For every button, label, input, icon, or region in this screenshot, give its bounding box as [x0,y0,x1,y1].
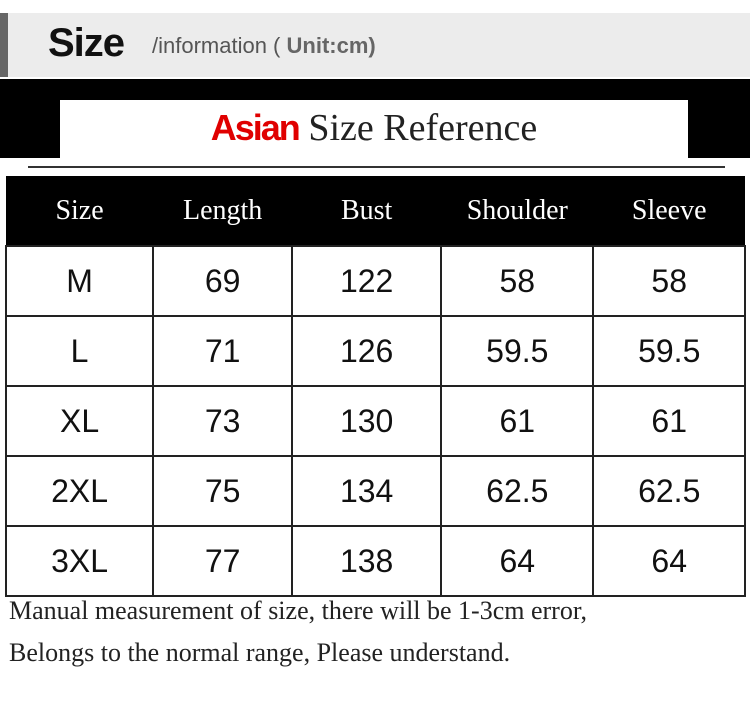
table-cell: 59.5 [592,315,746,387]
table-row: L 71 126 59.5 59.5 [4,315,746,387]
table-cell: 62.5 [592,455,746,527]
table-cell: 64 [440,525,595,597]
table-cell: 69 [152,245,294,317]
column-header: Shoulder [441,176,594,246]
table-cell: 62.5 [440,455,595,527]
table-cell: XL [4,385,155,457]
footer-note-1: Manual measurement of size, there will b… [9,596,587,625]
table-cell: 64 [592,525,746,597]
column-header: Length [153,176,293,246]
table-cell: 73 [152,385,294,457]
table-cell: 77 [152,525,294,597]
table-cell: L [4,315,155,387]
table-cell: 71 [152,315,294,387]
header-bar: Size /information ( Unit:cm) [0,13,750,77]
column-header: Size [6,176,154,246]
header-accent [0,13,8,77]
unit-text: Unit:cm) [286,33,376,58]
table-cell: 75 [152,455,294,527]
banner-box: Asian Size Reference [60,100,688,158]
table-cell: 58 [592,245,746,317]
table-cell: 61 [592,385,746,457]
table-cell: 61 [440,385,595,457]
size-table: Size Length Bust Shoulder Sleeve M 69 122 58 58 L… [4,176,746,597]
column-header: Sleeve [593,176,745,246]
subtitle-text: /information ( [152,33,281,58]
table-cell: 126 [291,315,443,387]
table-cell: M [4,245,155,317]
table-row: 2XL 75 134 62.5 62.5 [4,455,746,527]
table-cell: 3XL [4,525,155,597]
table-cell: 58 [440,245,595,317]
column-header: Bust [292,176,442,246]
table-cell: 130 [291,385,443,457]
table-cell: 134 [291,455,443,527]
divider [28,166,725,168]
banner-title: Size Reference [308,107,538,149]
table-cell: 122 [291,245,443,317]
table-row: M 69 122 58 58 [4,245,746,317]
table-row: XL 73 130 61 61 [4,385,746,457]
header-title: Size [48,21,125,65]
table-cell: 2XL [4,455,155,527]
table-cell: 138 [291,525,443,597]
table-cell: 59.5 [440,315,595,387]
header-subtitle: /information ( Unit:cm) [152,33,376,59]
banner: Asian Size Reference [0,79,750,158]
table-row: 3XL 77 138 64 64 [4,525,746,597]
footer-note-2: Belongs to the normal range, Please unde… [9,638,511,667]
banner-highlight: Asian [210,107,301,148]
